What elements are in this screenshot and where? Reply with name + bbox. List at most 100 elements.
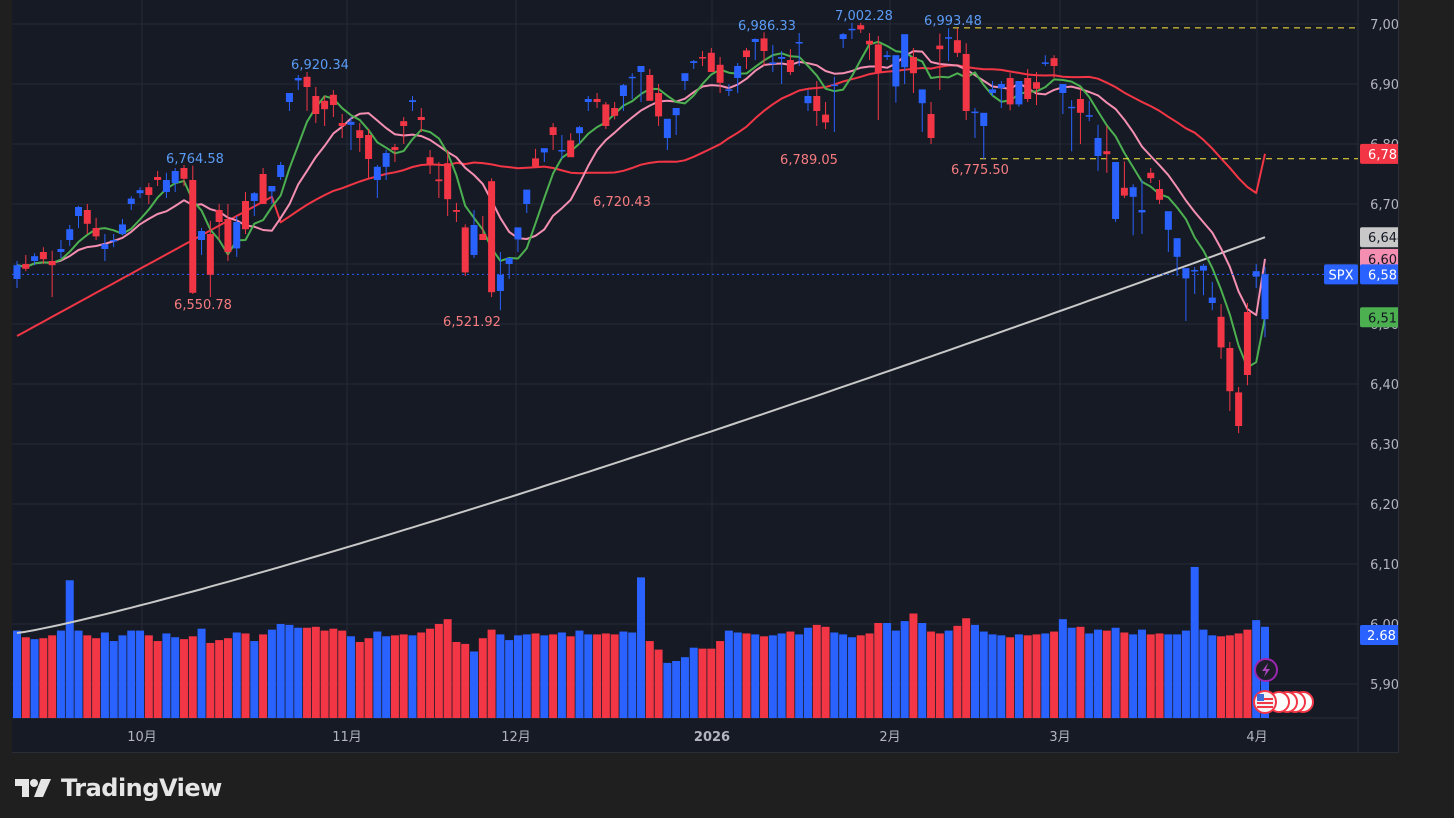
volume-bar [505,640,514,718]
candle-down [435,179,443,182]
candle-up [294,78,302,81]
ma-mid-line [16,50,1266,317]
volume-bar [557,632,566,718]
volume-bar [979,631,988,718]
candle-down [417,117,425,120]
candle-up [101,244,109,249]
candle-down [1217,316,1225,348]
us-flag-icon[interactable] [1253,690,1277,714]
volume-bar [188,636,197,718]
volume-bar [426,628,435,718]
volume-bar [619,631,628,718]
candle-up [496,274,504,291]
price-tick-label: 6,100.00 [1370,558,1398,573]
candle-up [408,100,416,102]
price-tags: 6,783.63 6,644.60 6,608.496,582.68 6,511.20… [1324,143,1398,645]
volume-bar [39,638,48,718]
time-tick-label: 4月 [1246,730,1267,745]
candlesticks [13,22,1269,434]
volume-bar [575,630,584,718]
volume-bar [944,630,953,718]
horizontal-levels[interactable] [953,27,1358,160]
volume-bar [1129,634,1138,718]
candle-up [795,42,803,44]
candle-up [751,39,759,42]
ma-slow-price-tag: 6,783.63 [1360,143,1398,164]
volume-bar [478,638,487,718]
tradingview-logo[interactable]: TradingView [15,774,222,802]
volume-bar [215,640,224,718]
candle-down [760,38,768,51]
candle-up [1173,238,1181,257]
candle-down [611,108,619,116]
ma-mid-price-tag-bg [1360,248,1398,269]
volume-bar [777,633,786,718]
lightning-event-icon[interactable] [1254,658,1278,682]
candle-down [909,57,917,74]
candle-up [997,84,1005,89]
candle-down [215,210,223,222]
candle-up [136,190,144,194]
high-price-label: 6,920.34 [291,58,349,73]
candle-up [1085,115,1093,117]
us-flag-event-icons[interactable] [1253,690,1314,714]
candle-down [1147,172,1155,179]
candle-up [127,198,135,204]
symbol-tag[interactable]: SPX [1324,264,1358,285]
candle-down [338,123,346,126]
candle-down [822,114,830,123]
volume-bar [56,630,65,718]
candle-down [602,104,610,126]
candle-down [488,181,496,293]
candle-up [778,57,786,59]
volume-bar [1225,635,1234,718]
volume-bar [144,635,153,718]
candle-up [1261,274,1269,320]
last-price-tag-text: 6,582.68 [1368,268,1398,283]
ma-long-price-tag: 6,644.60 [1360,227,1398,248]
candle-down [699,57,707,59]
candle-up [1129,187,1137,197]
time-axis[interactable]: 10月 11月 12月 2026 2月 3月 4月 [127,730,1267,745]
volume-bar [909,613,918,718]
high-price-label: 6,993.48 [924,14,982,29]
volume-bar [1085,633,1094,718]
candle-down [962,54,970,111]
volume-bar [865,633,874,718]
candle-down [786,60,794,72]
volume-bar [303,627,312,718]
volume-bar [830,632,839,718]
volume-bar [30,639,39,718]
volume-bar [364,638,373,718]
candle-up [347,121,355,125]
candle-up [980,112,988,126]
volume-bar [513,635,522,718]
volume-bar [320,630,329,718]
price-axis[interactable]: 7,000.006,900.006,800.006,700.006,600.00… [1370,18,1398,693]
candle-down [83,210,91,224]
volume-bar [803,627,812,718]
candle-up [848,28,856,31]
event-markers[interactable] [1253,658,1314,714]
candle-down [452,210,460,212]
volume-bar [13,630,21,718]
candle-down [593,99,601,102]
candle-down [242,201,250,230]
volume-bar [953,625,962,718]
candle-down [189,180,197,293]
candle-up [830,84,838,87]
candle-down [400,121,408,126]
candle-up [505,258,513,264]
chart-canvas[interactable]: 6,764.58 6,920.34 6,550.78 6,521.92 6,720.43… [12,0,1398,752]
chart-frame[interactable]: 6,764.58 6,920.34 6,550.78 6,521.92 6,720.43… [12,0,1399,753]
volume-bar [338,630,347,718]
candle-down [655,93,663,117]
candle-up [277,165,285,177]
candle-up [1164,211,1172,230]
volume-bar [390,635,399,718]
volume-bar [179,639,188,718]
candle-down [874,44,882,72]
volume-bar [751,634,760,718]
symbol-tag-bg [1324,264,1358,285]
candle-up [66,229,74,240]
